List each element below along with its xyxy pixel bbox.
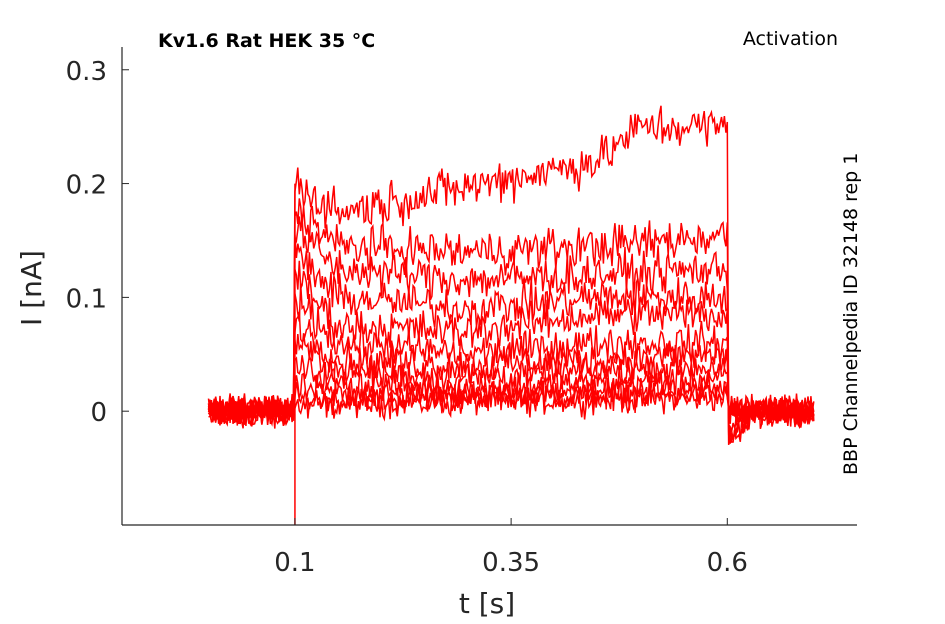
series-line [208,333,815,430]
x-tick-label: 0.35 [482,548,540,578]
x-axis-label: t [s] [459,587,515,620]
x-tick-label: 0.6 [707,548,748,578]
series-group [207,105,815,525]
y-tick-label: 0.3 [66,57,107,87]
series-line [207,198,815,444]
y-tick-label: 0.1 [66,284,107,314]
series-line [207,234,815,441]
series-line [207,283,815,427]
y-axis-label: I [nA] [15,250,48,326]
series-line [207,260,815,433]
y-tick-label: 0.2 [66,171,107,201]
chart-title: Kv1.6 Rat HEK 35 °C [158,30,375,52]
y-tick-label: 0 [90,398,107,428]
series-line [207,372,815,428]
ticks-group: 0.1 0.35 0.6 0 0.1 0.2 0.3 [66,57,748,578]
series-line [207,105,815,445]
series-line [208,311,815,425]
chart-subtitle: Activation [743,28,838,50]
x-tick-label: 0.1 [274,548,315,578]
side-label: BBP Channelpedia ID 32148 rep 1 [840,153,862,475]
